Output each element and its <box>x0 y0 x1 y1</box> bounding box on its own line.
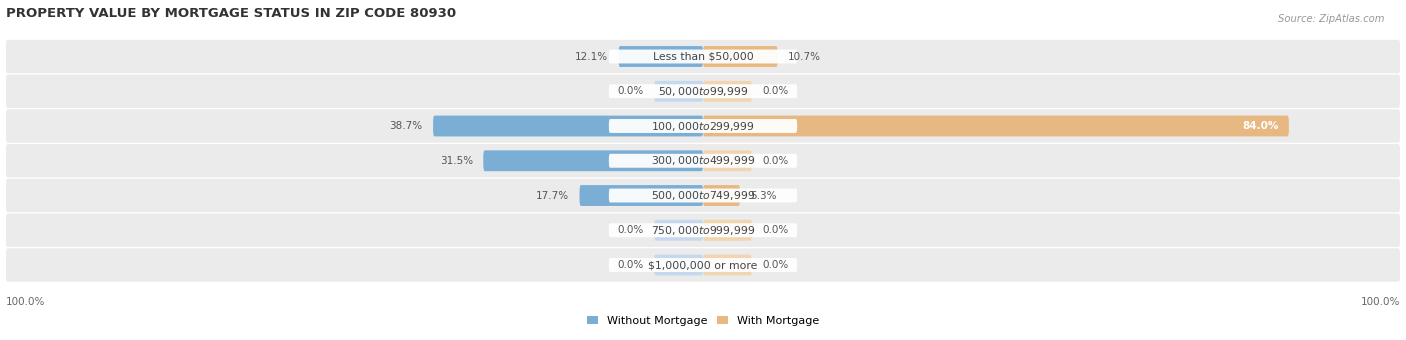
Text: 0.0%: 0.0% <box>617 86 644 96</box>
FancyBboxPatch shape <box>609 189 797 202</box>
Text: 17.7%: 17.7% <box>536 190 569 201</box>
FancyBboxPatch shape <box>6 144 1400 177</box>
FancyBboxPatch shape <box>6 109 1400 143</box>
FancyBboxPatch shape <box>579 185 703 206</box>
FancyBboxPatch shape <box>654 81 703 102</box>
FancyBboxPatch shape <box>703 150 752 171</box>
Text: 12.1%: 12.1% <box>575 51 609 62</box>
FancyBboxPatch shape <box>703 220 752 241</box>
FancyBboxPatch shape <box>484 150 703 171</box>
FancyBboxPatch shape <box>6 179 1400 212</box>
FancyBboxPatch shape <box>6 248 1400 282</box>
FancyBboxPatch shape <box>619 46 703 67</box>
FancyBboxPatch shape <box>654 220 703 241</box>
FancyBboxPatch shape <box>609 119 797 133</box>
FancyBboxPatch shape <box>609 50 797 64</box>
Text: $50,000 to $99,999: $50,000 to $99,999 <box>658 85 748 98</box>
FancyBboxPatch shape <box>6 214 1400 247</box>
FancyBboxPatch shape <box>609 223 797 237</box>
Text: $500,000 to $749,999: $500,000 to $749,999 <box>651 189 755 202</box>
Text: 0.0%: 0.0% <box>617 260 644 270</box>
Text: 5.3%: 5.3% <box>751 190 778 201</box>
FancyBboxPatch shape <box>703 185 740 206</box>
FancyBboxPatch shape <box>433 116 703 136</box>
Text: 100.0%: 100.0% <box>6 297 45 307</box>
FancyBboxPatch shape <box>609 258 797 272</box>
FancyBboxPatch shape <box>703 255 752 275</box>
Text: 10.7%: 10.7% <box>789 51 821 62</box>
FancyBboxPatch shape <box>703 81 752 102</box>
FancyBboxPatch shape <box>703 46 778 67</box>
Legend: Without Mortgage, With Mortgage: Without Mortgage, With Mortgage <box>582 311 824 330</box>
Text: 0.0%: 0.0% <box>617 225 644 235</box>
Text: 100.0%: 100.0% <box>1361 297 1400 307</box>
Text: 38.7%: 38.7% <box>389 121 423 131</box>
FancyBboxPatch shape <box>654 255 703 275</box>
Text: 84.0%: 84.0% <box>1241 121 1278 131</box>
Text: $300,000 to $499,999: $300,000 to $499,999 <box>651 154 755 167</box>
Text: $750,000 to $999,999: $750,000 to $999,999 <box>651 224 755 237</box>
FancyBboxPatch shape <box>6 74 1400 108</box>
Text: $1,000,000 or more: $1,000,000 or more <box>648 260 758 270</box>
Text: 31.5%: 31.5% <box>440 156 472 166</box>
Text: PROPERTY VALUE BY MORTGAGE STATUS IN ZIP CODE 80930: PROPERTY VALUE BY MORTGAGE STATUS IN ZIP… <box>6 7 456 20</box>
FancyBboxPatch shape <box>6 40 1400 73</box>
Text: 0.0%: 0.0% <box>762 225 789 235</box>
Text: 0.0%: 0.0% <box>762 156 789 166</box>
Text: $100,000 to $299,999: $100,000 to $299,999 <box>651 120 755 133</box>
Text: 0.0%: 0.0% <box>762 86 789 96</box>
FancyBboxPatch shape <box>609 154 797 168</box>
Text: 0.0%: 0.0% <box>762 260 789 270</box>
Text: Less than $50,000: Less than $50,000 <box>652 51 754 62</box>
FancyBboxPatch shape <box>703 116 1289 136</box>
FancyBboxPatch shape <box>609 84 797 98</box>
Text: Source: ZipAtlas.com: Source: ZipAtlas.com <box>1278 14 1385 23</box>
